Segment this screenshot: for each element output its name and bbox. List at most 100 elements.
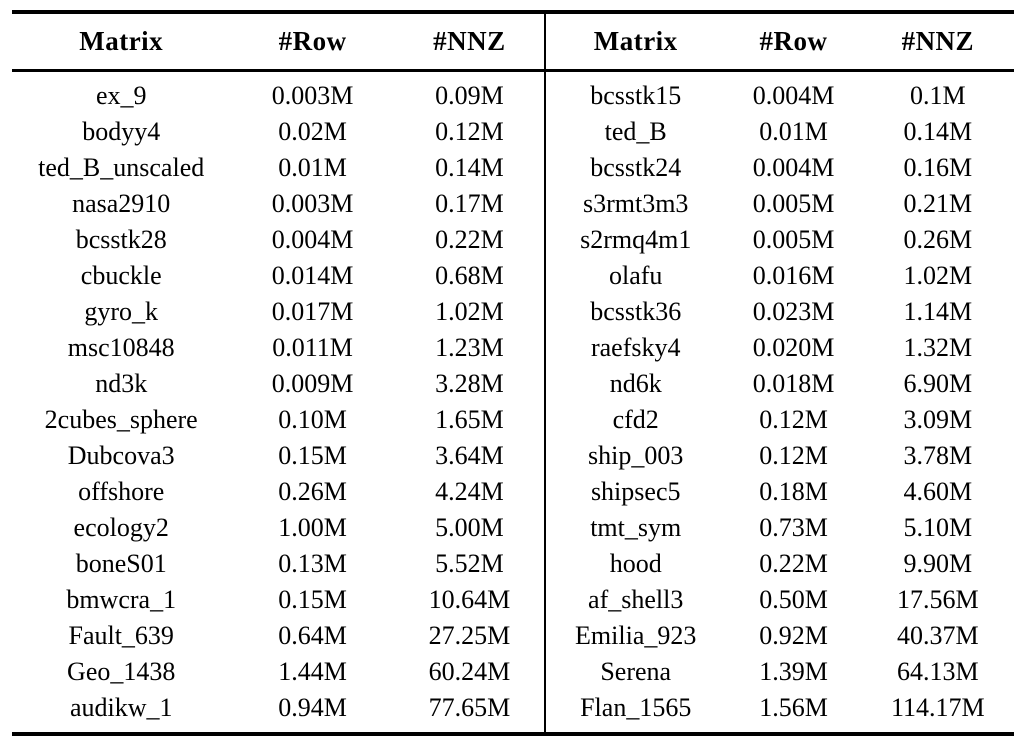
row-count-cell: 0.005M [752,225,835,254]
matrix-name-cell: s3rmt3m3 [544,186,726,222]
matrix-name-cell: bmwcra_1 [66,585,177,614]
matrix-name-cell: Fault_639 [68,621,174,650]
row-count-cell: 0.011M [272,333,353,362]
matrix-name-cell: cfd2 [544,402,726,438]
nnz-count-cell: 64.13M [897,657,979,686]
matrix-name-cell: msc10848 [67,333,175,362]
matrix-name-cell: tmt_sym [544,510,726,546]
nnz-count-cell: 5.10M [903,513,973,542]
row-count-cell: 0.004M [271,225,354,254]
matrix-name-cell: hood [544,546,726,582]
table-row: bmwcra_1 0.15M 10.64M af_shell3 0.50M 17.56M [12,582,1014,618]
nnz-count-cell: 4.60M [903,477,973,506]
table-header: Matrix #Row #NNZ Matrix #Row #NNZ [12,12,1014,72]
row-count-cell: 0.01M [759,117,828,146]
matrix-name-cell: bcsstk15 [544,70,726,114]
matrix-name-cell: bodyy4 [82,117,161,146]
row-count-cell: 0.22M [759,549,828,578]
row-count-cell: 0.004M [752,81,835,110]
row-count-cell: 0.020M [752,333,835,362]
matrix-name-cell: cbuckle [80,261,162,290]
matrix-name-cell: raefsky4 [544,330,726,366]
matrix-name-cell: ted_B [544,114,726,150]
matrix-name-cell: ted_B_unscaled [38,153,205,182]
matrix-name-cell: s2rmq4m1 [544,222,726,258]
nnz-count-cell: 0.68M [435,261,504,290]
nnz-count-cell: 60.24M [428,657,511,686]
column-header-row-right: #Row [725,12,862,72]
row-count-cell: 0.73M [759,513,828,542]
nnz-count-cell: 0.21M [903,189,973,218]
row-count-cell: 0.92M [759,621,828,650]
row-count-cell: 0.50M [759,585,828,614]
table-row: ecology2 1.00M 5.00M tmt_sym 0.73M 5.10M [12,510,1014,546]
table-row: offshore 0.26M 4.24M shipsec5 0.18M 4.60M [12,474,1014,510]
table-row: Fault_639 0.64M 27.25M Emilia_923 0.92M 40.37… [12,618,1014,654]
matrix-name-cell: af_shell3 [544,582,726,618]
row-count-cell: 0.003M [271,81,354,110]
matrix-name-cell: Serena [544,654,726,690]
matrix-name-cell: gyro_k [84,297,159,326]
row-count-cell: 0.12M [759,441,828,470]
row-count-cell: 0.01M [278,153,347,182]
nnz-count-cell: 4.24M [435,477,504,506]
nnz-count-cell: 0.14M [903,117,973,146]
table-row: nd3k 0.009M 3.28M nd6k 0.018M 6.90M [12,366,1014,402]
sparse-matrix-dataset-table: Matrix #Row #NNZ Matrix #Row #NNZ ex_9 0.… [12,10,1014,736]
row-count-cell: 0.014M [271,261,354,290]
row-count-cell: 0.004M [752,153,835,182]
row-count-cell: 0.18M [759,477,828,506]
nnz-count-cell: 1.02M [435,297,504,326]
matrix-name-cell: Flan_1565 [544,690,726,734]
matrix-name-cell: Emilia_923 [544,618,726,654]
row-count-cell: 0.26M [278,477,347,506]
matrix-name-cell: audikw_1 [69,693,173,722]
table-row: 2cubes_sphere 0.10M 1.65M cfd2 0.12M 3.09M [12,402,1014,438]
nnz-count-cell: 1.14M [903,297,973,326]
row-count-cell: 1.00M [278,513,347,542]
nnz-count-cell: 1.32M [903,333,973,362]
nnz-count-cell: 5.00M [435,513,504,542]
row-count-cell: 0.94M [278,693,347,722]
table-row: ex_9 0.003M 0.09M bcsstk15 0.004M 0.1M [12,70,1014,114]
nnz-count-cell: 114.17M [891,693,985,722]
table-row: gyro_k 0.017M 1.02M bcsstk36 0.023M 1.14M [12,294,1014,330]
nnz-count-cell: 0.09M [435,81,504,110]
nnz-count-cell: 77.65M [428,693,511,722]
nnz-count-cell: 1.02M [903,261,973,290]
row-count-cell: 0.005M [752,189,835,218]
nnz-count-cell: 1.65M [435,405,504,434]
nnz-count-cell: 40.37M [897,621,979,650]
nnz-count-cell: 3.28M [435,369,504,398]
column-header-matrix-right: Matrix [544,12,726,72]
matrix-name-cell: nd6k [544,366,726,402]
header-row: Matrix #Row #NNZ Matrix #Row #NNZ [12,12,1014,72]
row-count-cell: 0.64M [278,621,347,650]
matrix-name-cell: Geo_1438 [67,657,176,686]
matrix-name-cell: shipsec5 [544,474,726,510]
nnz-count-cell: 3.09M [903,405,973,434]
matrix-name-cell: ship_003 [544,438,726,474]
row-count-cell: 1.44M [278,657,347,686]
matrix-name-cell: ecology2 [73,513,169,542]
table-row: ted_B_unscaled 0.01M 0.14M bcsstk24 0.004M 0.… [12,150,1014,186]
nnz-count-cell: 3.64M [435,441,504,470]
row-count-cell: 0.02M [278,117,347,146]
column-header-nnz-right: #NNZ [861,12,1014,72]
table-row: Dubcova3 0.15M 3.64M ship_003 0.12M 3.78M [12,438,1014,474]
row-count-cell: 0.009M [271,369,354,398]
matrix-name-cell: nd3k [95,369,148,398]
row-count-cell: 0.023M [752,297,835,326]
nnz-count-cell: 0.16M [903,153,973,182]
nnz-count-cell: 6.90M [903,369,973,398]
row-count-cell: 0.018M [752,369,835,398]
table-row: audikw_1 0.94M 77.65M Flan_1565 1.56M 114.17M [12,690,1014,734]
matrix-name-cell: bcsstk36 [544,294,726,330]
nnz-count-cell: 9.90M [903,549,973,578]
nnz-count-cell: 27.25M [428,621,511,650]
nnz-count-cell: 0.26M [903,225,973,254]
column-header-nnz-left: #NNZ [394,12,546,72]
row-count-cell: 0.003M [271,189,354,218]
nnz-count-cell: 1.23M [435,333,504,362]
table-row: bodyy4 0.02M 0.12M ted_B 0.01M 0.14M [12,114,1014,150]
